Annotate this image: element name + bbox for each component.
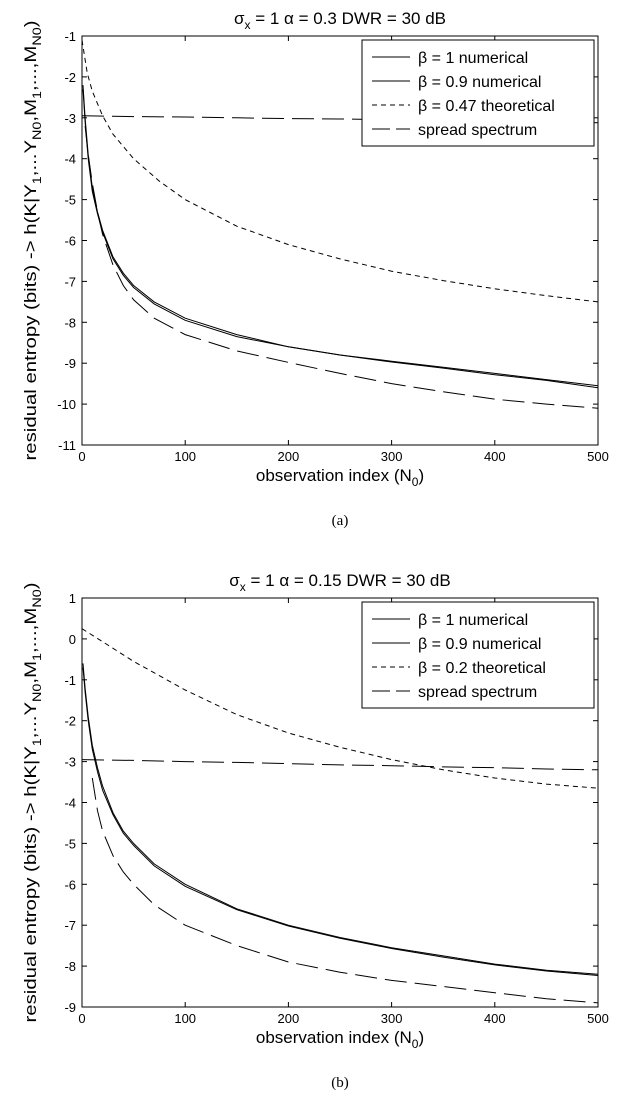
y-tick-label: -7 (64, 918, 76, 933)
legend-entry: β = 1 numerical (418, 50, 528, 67)
legend-entry: β = 0.2 theoretical (418, 660, 546, 677)
x-tick-label: 100 (174, 449, 196, 464)
x-tick-label: 200 (278, 1011, 300, 1026)
chart-title: σx​ = 1 α = 0.3 DWR = 30 dB (234, 9, 446, 32)
caption-a: (a) (332, 513, 349, 529)
series-line-0 (82, 663, 598, 975)
x-tick-label: 300 (381, 449, 403, 464)
chart-panel-b: 0 100 200 300 400 500 1 0 -1 -2 -3 -4 -5 -6 -7 -8 -9 σx​ … (21, 571, 609, 1051)
y-tick-label: -5 (64, 193, 76, 208)
y-tick-label: 1 (69, 591, 76, 606)
y-tick-label: -4 (64, 152, 76, 167)
legend-box (361, 601, 595, 709)
y-tick-label: -11 (58, 438, 76, 453)
series-line-1 (82, 89, 598, 389)
x-tick-label: 0 (78, 1011, 85, 1026)
chart-panel-a: 0 100 200 300 400 500 -1 -2 -3 -4 -5 -6 -7 -8 -9 -10 -11… (21, 9, 609, 489)
x-tick-label: 300 (381, 1011, 403, 1026)
x-tick-label: 500 (587, 1011, 609, 1026)
y-tick-label: -7 (64, 274, 76, 289)
series-line-0 (82, 85, 598, 387)
caption-b: (b) (331, 1075, 349, 1091)
series-line-1 (82, 667, 598, 976)
legend-entry: spread spectrum (418, 684, 537, 701)
legend-entry: β = 0.9 numerical (418, 74, 541, 91)
x-tick-label: 0 (78, 449, 85, 464)
y-tick-label: -8 (64, 959, 76, 974)
x-tick-label: 400 (484, 1011, 506, 1026)
series-line-3 (82, 759, 598, 771)
x-tick-label: 500 (587, 449, 609, 464)
legend-entry: β = 0.47 theoretical (418, 98, 555, 115)
x-axis-label: observation index (N0​) (256, 466, 424, 489)
y-axis-label: residual entropy (bits) -> h(K|Y1​,...YN… (21, 583, 44, 1023)
y-tick-label: -9 (64, 356, 76, 371)
y-tick-label: -6 (64, 234, 76, 249)
y-tick-label: -2 (64, 714, 76, 729)
y-axis-label: residual entropy (bits) -> h(K|Y1​,...YN… (21, 20, 44, 460)
y-tick-label: -1 (64, 673, 76, 688)
legend-box (361, 39, 595, 147)
y-tick-label: -9 (64, 1000, 76, 1015)
legend-entry: spread spectrum (418, 122, 537, 139)
y-tick-label: -5 (64, 836, 76, 851)
y-tick-label: -4 (64, 796, 76, 811)
y-tick-label: -10 (57, 397, 76, 412)
x-tick-label: 100 (174, 1011, 196, 1026)
series-line-4 (91, 777, 598, 1004)
y-tick-label: -8 (64, 315, 76, 330)
chart-title: σx​ = 1 α = 0.15 DWR = 30 dB (229, 571, 450, 594)
series-line-2 (82, 40, 598, 303)
y-tick-label: -3 (64, 755, 76, 770)
y-tick-label: -3 (64, 111, 76, 126)
x-tick-label: 400 (484, 449, 506, 464)
legend-entry: β = 0.9 numerical (418, 636, 541, 653)
y-tick-label: -1 (64, 29, 76, 44)
x-tick-label: 200 (278, 449, 300, 464)
y-tick-label: -6 (64, 877, 76, 892)
x-axis-label: observation index (N0​) (256, 1028, 424, 1051)
y-tick-label: -2 (64, 70, 76, 85)
y-tick-label: 0 (69, 632, 76, 647)
series-line-2 (82, 628, 598, 789)
legend-entry: β = 1 numerical (418, 612, 528, 629)
series-line-4 (84, 125, 598, 409)
